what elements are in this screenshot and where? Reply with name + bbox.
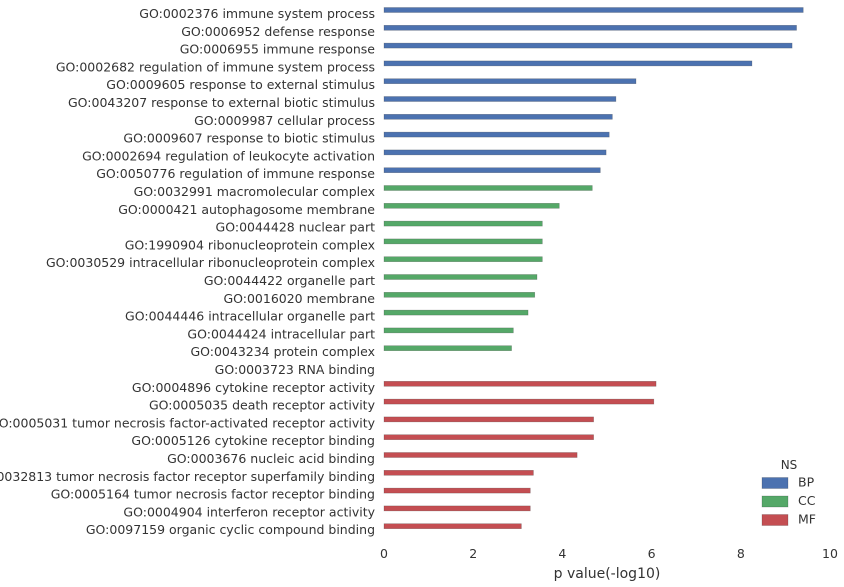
bar-mf	[383, 469, 534, 476]
category-label: GO:0005035 death receptor activity	[149, 398, 376, 413]
bar-cc	[383, 309, 529, 316]
x-tick-label: 4	[558, 546, 566, 561]
category-label: GO:0004904 interferon receptor activity	[123, 504, 375, 519]
category-label: GO:0002694 regulation of leukocyte activ…	[82, 148, 375, 163]
legend-entries: BP CC MF	[761, 475, 816, 527]
category-label: GO:0005126 cytokine receptor binding	[131, 433, 375, 448]
category-label: GO:0050776 regulation of immune response	[96, 166, 375, 181]
bar-bp	[383, 60, 753, 67]
category-label: GO:1990904 ribonucleoprotein complex	[125, 237, 375, 252]
x-axis-title: p value(-log10)	[554, 566, 661, 582]
bar-cc	[383, 291, 536, 298]
category-label: GO:0000421 autophagosome membrane	[118, 202, 375, 217]
bar-mf	[383, 487, 531, 494]
category-labels: GO:0002376 immune system process GO:00069…	[0, 6, 376, 537]
legend-swatch-cc	[761, 495, 789, 508]
bar-mf	[383, 452, 578, 458]
category-label: GO:0002682 regulation of immune system p…	[56, 59, 375, 74]
category-label: GO:0006955 immune response	[180, 42, 376, 57]
category-label: GO:0016020 membrane	[223, 291, 375, 306]
bar-bp	[383, 114, 613, 120]
bar-bp	[383, 96, 617, 102]
category-label: GO:0009605 response to external stimulus	[106, 77, 375, 92]
bar-bp	[383, 78, 637, 84]
bar-bp	[383, 149, 607, 156]
x-axis-ticks: 0 2 4 6 8 10	[380, 546, 838, 561]
bar-bp	[383, 131, 610, 138]
legend-label-mf: MF	[798, 512, 816, 527]
category-label: GO:0002376 immune system process	[139, 6, 375, 21]
bar-bp	[383, 42, 793, 49]
bar-mf	[383, 380, 657, 387]
bar-mf	[383, 416, 594, 423]
category-label: GO:0043207 response to external biotic s…	[68, 95, 375, 110]
category-label: GO:0030529 intracellular ribonucleoprote…	[46, 255, 375, 270]
bar-cc	[383, 274, 538, 280]
category-label: GO:0004896 cytokine receptor activity	[132, 380, 376, 395]
bar-bp	[383, 167, 601, 173]
legend-swatch-mf	[761, 514, 789, 526]
category-label: GO:0003676 nucleic acid binding	[167, 451, 375, 466]
category-label: GO:0009607 response to biotic stimulus	[123, 131, 375, 146]
x-tick-label: 2	[469, 546, 477, 561]
legend-label-cc: CC	[798, 493, 816, 508]
category-label: GO:0043234 protein complex	[190, 344, 375, 359]
category-label: GO:0005164 tumor necrosis factor recepto…	[51, 487, 375, 502]
category-label: GO:0097159 organic cyclic compound bindi…	[86, 522, 375, 537]
x-tick-label: 8	[737, 546, 745, 561]
legend-swatch-bp	[761, 477, 789, 489]
category-label: GO:0044428 nuclear part	[216, 220, 376, 235]
bar-cc	[383, 220, 543, 227]
category-label: GO:0032991 macromolecular complex	[134, 184, 375, 199]
legend-title: NS	[781, 458, 798, 472]
category-label: GO:0009987 cellular process	[194, 113, 375, 128]
bar-cc	[383, 345, 512, 352]
category-label: GO:0044422 organelle part	[204, 273, 375, 288]
bars	[383, 7, 804, 530]
category-label: GO:0006952 defense response	[181, 24, 375, 39]
category-label: GO:0003723 RNA binding	[215, 362, 375, 377]
bar-cc	[383, 185, 593, 191]
legend: NS BP CC MF	[761, 458, 816, 527]
x-tick-label: 0	[380, 546, 388, 561]
bar-bp	[383, 7, 804, 13]
bar-cc	[383, 327, 514, 334]
bar-cc	[383, 256, 543, 263]
category-label: GO:0044446 intracellular organelle part	[125, 309, 375, 324]
bar-mf	[383, 505, 531, 512]
bar-mf	[383, 398, 655, 405]
bar-bp	[383, 24, 797, 31]
x-tick-label: 6	[648, 546, 656, 561]
bar-mf	[383, 523, 522, 530]
category-label: GO:0032813 tumor necrosis factor recepto…	[0, 469, 375, 484]
category-label: GO:0005031 tumor necrosis factor-activat…	[0, 415, 376, 430]
x-tick-label: 10	[822, 546, 838, 561]
category-label: GO:0044424 intracellular part	[187, 326, 375, 341]
bar-cc	[383, 238, 543, 245]
bar-mf	[383, 434, 594, 441]
legend-label-bp: BP	[798, 475, 815, 490]
bar-cc	[383, 203, 560, 209]
